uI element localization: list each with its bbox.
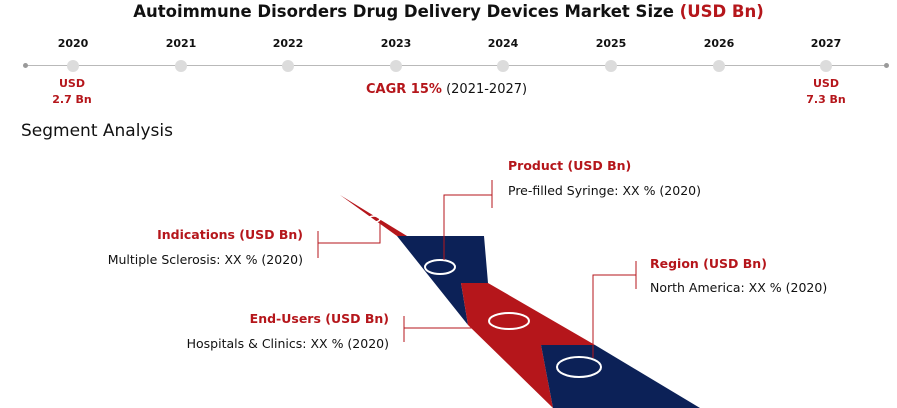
start-currency: USD	[59, 77, 85, 90]
year-label: 2026	[703, 37, 735, 50]
start-value: USD 2.7 Bn	[32, 76, 112, 108]
band-segment-product	[397, 236, 488, 325]
year-label: 2020	[57, 37, 89, 50]
chart-title: Autoimmune Disorders Drug Delivery Devic…	[0, 2, 897, 21]
indications-title: Indications (USD Bn)	[157, 227, 303, 242]
end-value: USD 7.3 Bn	[786, 76, 866, 108]
band-marker-2	[424, 259, 456, 275]
timeline-dot	[390, 60, 402, 72]
timeline-end-cap	[883, 63, 889, 68]
band-segment-region	[541, 345, 700, 408]
band-marker-3	[488, 312, 530, 330]
band-marker-4	[556, 356, 602, 378]
year-label: 2024	[487, 37, 519, 50]
title-main: Autoimmune Disorders Drug Delivery Devic…	[133, 2, 674, 21]
title-unit: (USD Bn)	[679, 2, 764, 21]
timeline-dot	[605, 60, 617, 72]
year-label: 2021	[165, 37, 197, 50]
product-connector	[443, 194, 492, 260]
cagr: CAGR 15% (2021-2027)	[366, 82, 527, 97]
band-marker-1	[367, 215, 381, 223]
timeline-dot	[820, 60, 832, 72]
indications-connector	[318, 222, 381, 244]
timeline-dot	[175, 60, 187, 72]
cagr-label: CAGR 15%	[366, 82, 442, 97]
timeline-dot	[497, 60, 509, 72]
region-title: Region (USD Bn)	[650, 256, 767, 271]
timeline-start-cap	[22, 63, 28, 68]
region-connector	[592, 274, 636, 358]
product-title: Product (USD Bn)	[508, 158, 632, 173]
segment-heading: Segment Analysis	[21, 121, 173, 141]
end-users-value: Hospitals & Clinics: XX % (2020)	[186, 336, 389, 351]
year-label: 2025	[595, 37, 627, 50]
year-label: 2022	[272, 37, 304, 50]
end-currency: USD	[813, 77, 839, 90]
indications-value: Multiple Sclerosis: XX % (2020)	[107, 252, 303, 267]
start-amount: 2.7 Bn	[52, 93, 92, 106]
cagr-period: (2021-2027)	[446, 82, 528, 97]
region-value: North America: XX % (2020)	[650, 280, 828, 295]
product-value: Pre-filled Syringe: XX % (2020)	[508, 183, 701, 198]
timeline-dot	[67, 60, 79, 72]
end-amount: 7.3 Bn	[806, 93, 846, 106]
band-segment-end-users	[461, 283, 595, 408]
year-label: 2023	[380, 37, 412, 50]
timeline-dot	[282, 60, 294, 72]
year-label: 2027	[810, 37, 842, 50]
end-users-title: End-Users (USD Bn)	[249, 311, 389, 326]
timeline-dot	[713, 60, 725, 72]
timeline-line	[24, 65, 886, 66]
